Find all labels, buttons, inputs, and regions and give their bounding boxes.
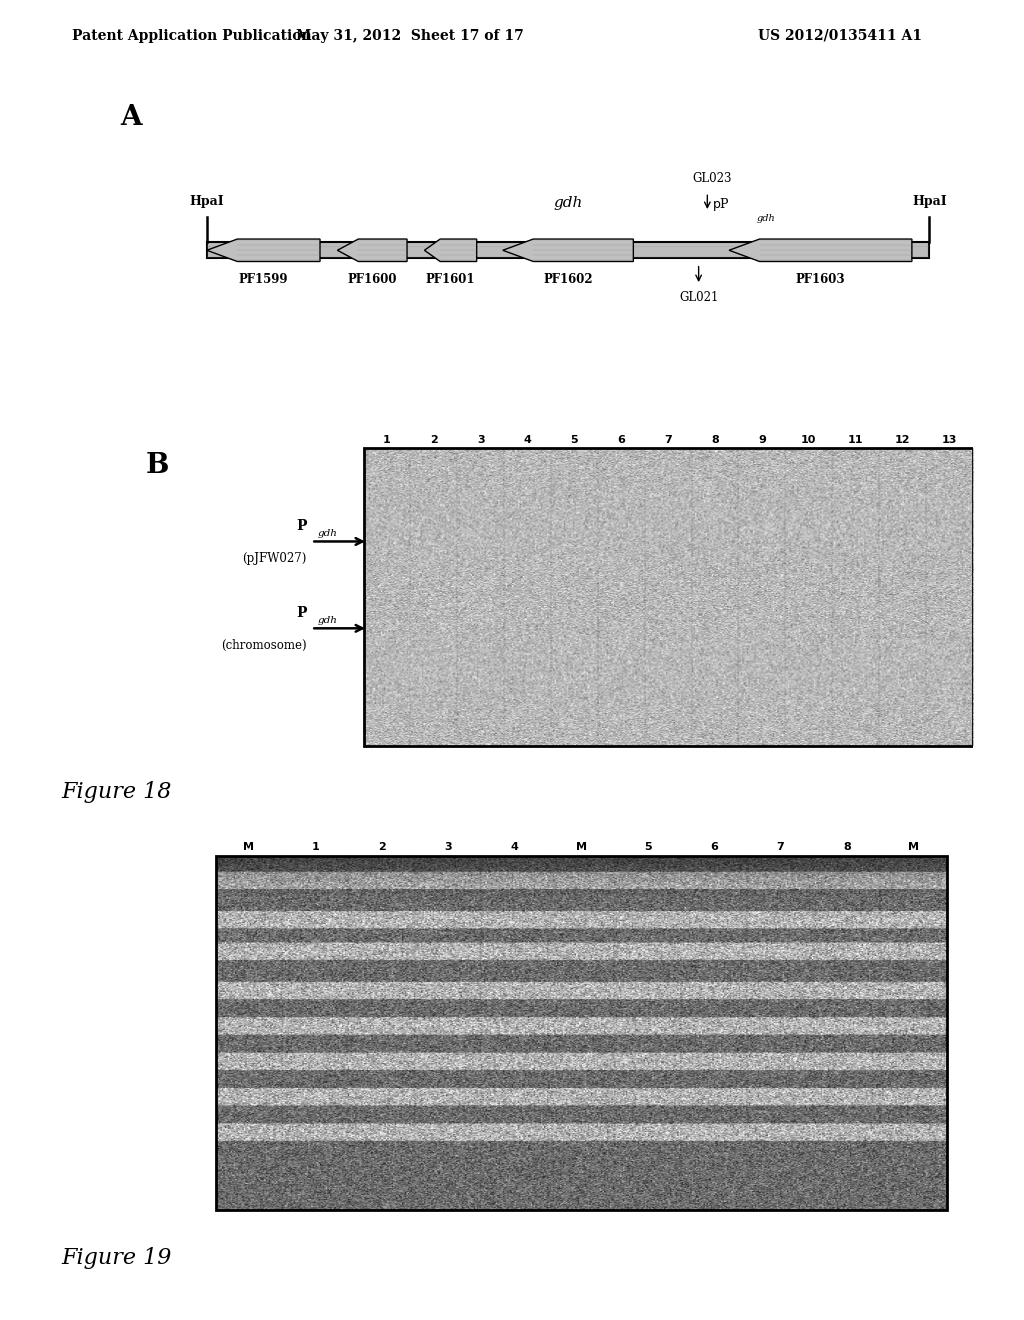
Text: 10: 10 bbox=[801, 436, 816, 445]
Text: HpaI: HpaI bbox=[912, 195, 946, 209]
Text: 2: 2 bbox=[430, 436, 437, 445]
Text: gdh: gdh bbox=[757, 214, 776, 223]
Text: (pJFW027): (pJFW027) bbox=[243, 552, 307, 565]
Text: 6: 6 bbox=[617, 436, 626, 445]
Text: 2: 2 bbox=[378, 842, 386, 853]
Text: PF1603: PF1603 bbox=[796, 272, 845, 285]
Polygon shape bbox=[425, 239, 477, 261]
Text: 6: 6 bbox=[710, 842, 718, 853]
Text: gdh: gdh bbox=[317, 616, 338, 626]
Bar bbox=[207, 243, 930, 259]
Text: 3: 3 bbox=[477, 436, 484, 445]
Text: PF1600: PF1600 bbox=[347, 272, 397, 285]
Text: Figure 18: Figure 18 bbox=[61, 781, 172, 803]
Text: May 31, 2012  Sheet 17 of 17: May 31, 2012 Sheet 17 of 17 bbox=[296, 29, 523, 42]
Text: 11: 11 bbox=[848, 436, 863, 445]
Text: PF1599: PF1599 bbox=[239, 272, 288, 285]
Text: P: P bbox=[296, 519, 307, 533]
Text: US 2012/0135411 A1: US 2012/0135411 A1 bbox=[758, 29, 922, 42]
Text: 12: 12 bbox=[895, 436, 910, 445]
Polygon shape bbox=[338, 239, 408, 261]
Text: $\mathsf{p}$P: $\mathsf{p}$P bbox=[712, 197, 730, 213]
Text: gdh: gdh bbox=[553, 197, 583, 210]
Text: (chromosome): (chromosome) bbox=[221, 639, 307, 652]
Text: 8: 8 bbox=[711, 436, 719, 445]
Text: 1: 1 bbox=[383, 436, 391, 445]
Text: 13: 13 bbox=[942, 436, 957, 445]
Text: M: M bbox=[244, 842, 254, 853]
Text: 4: 4 bbox=[523, 436, 531, 445]
Text: Patent Application Publication: Patent Application Publication bbox=[72, 29, 311, 42]
Text: 9: 9 bbox=[758, 436, 766, 445]
Text: Figure 19: Figure 19 bbox=[61, 1247, 172, 1269]
Text: gdh: gdh bbox=[317, 529, 338, 539]
Text: 7: 7 bbox=[776, 842, 784, 853]
Polygon shape bbox=[729, 239, 912, 261]
Text: 5: 5 bbox=[570, 436, 579, 445]
Text: 7: 7 bbox=[665, 436, 672, 445]
Text: HpaI: HpaI bbox=[189, 195, 224, 209]
Bar bbox=[364, 449, 973, 746]
Polygon shape bbox=[207, 239, 319, 261]
Text: P: P bbox=[296, 606, 307, 620]
Bar bbox=[216, 857, 946, 1209]
Text: M: M bbox=[908, 842, 919, 853]
Text: PF1602: PF1602 bbox=[544, 272, 593, 285]
Text: A: A bbox=[120, 104, 141, 131]
Polygon shape bbox=[503, 239, 633, 261]
Text: 8: 8 bbox=[843, 842, 851, 853]
Text: 4: 4 bbox=[511, 842, 518, 853]
Text: B: B bbox=[146, 451, 169, 479]
Text: 3: 3 bbox=[444, 842, 452, 853]
Text: M: M bbox=[575, 842, 587, 853]
Text: 1: 1 bbox=[311, 842, 319, 853]
Text: 5: 5 bbox=[644, 842, 651, 853]
Text: PF1601: PF1601 bbox=[426, 272, 475, 285]
Text: GL023: GL023 bbox=[692, 172, 731, 185]
Text: GL021: GL021 bbox=[679, 292, 718, 304]
